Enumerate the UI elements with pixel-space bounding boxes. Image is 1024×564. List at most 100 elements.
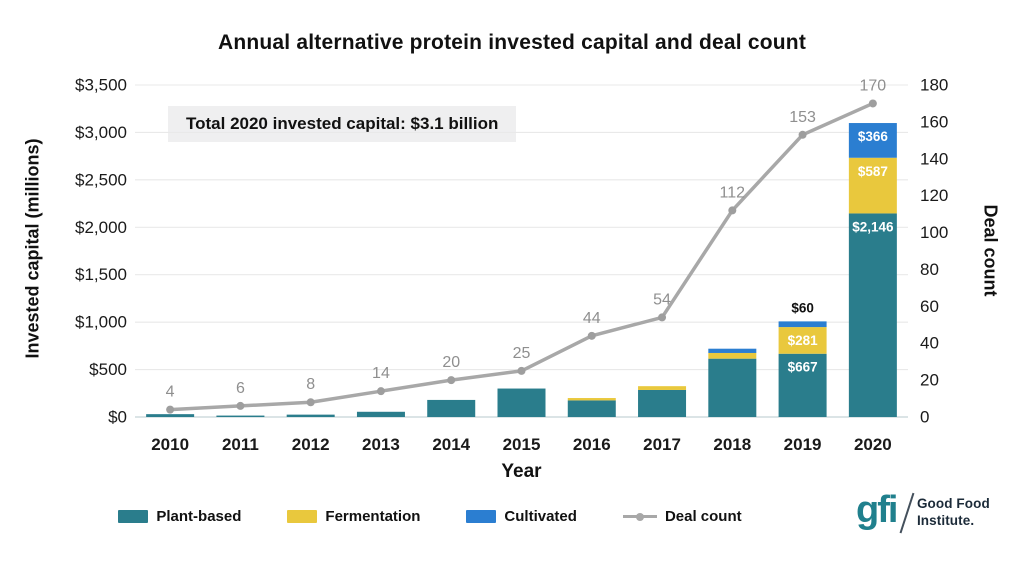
gfi-logo-mark: gfi xyxy=(856,489,898,531)
x-axis-year-label: 2017 xyxy=(643,435,681,454)
bar-segment-2020-fermentation xyxy=(848,157,897,214)
deal-count-point-label: 8 xyxy=(306,376,315,393)
right-axis-tick-label: 180 xyxy=(920,76,948,95)
legend-item-plant-based: Plant-based xyxy=(118,508,241,525)
deal-count-point-2014 xyxy=(447,376,456,385)
deal-count-point-label: 170 xyxy=(860,77,887,94)
chart-title: Annual alternative protein invested capi… xyxy=(217,31,807,54)
deal-count-point-2015 xyxy=(517,366,526,375)
bar-segment-2019-plant-based xyxy=(778,353,827,417)
gfi-logo: gfi Good Food Institute. xyxy=(856,489,990,534)
gfi-logo-slash xyxy=(899,492,915,534)
bar-value-label: $281 xyxy=(788,333,819,348)
right-axis-tick-label: 100 xyxy=(920,223,948,242)
deal-count-point-2011 xyxy=(236,401,245,410)
deal-count-point-2012 xyxy=(306,398,315,407)
right-axis-tick-label: 160 xyxy=(920,112,948,131)
bar-segment-2019-cultivated xyxy=(778,321,827,328)
deal-count-point-label: 4 xyxy=(166,384,175,401)
bar-segment-2013-plant-based xyxy=(356,411,405,417)
deal-count-point-label: 54 xyxy=(653,291,671,308)
left-axis-tick-label: $3,500 xyxy=(75,76,127,95)
left-axis-tick-label: $500 xyxy=(89,360,127,379)
right-axis-tick-label: 20 xyxy=(920,371,939,390)
deal-count-point-2010 xyxy=(166,405,175,414)
bar-segment-2010-plant-based xyxy=(146,414,195,417)
legend-label: Plant-based xyxy=(156,508,242,525)
bar-segment-2015-plant-based xyxy=(497,388,546,417)
deal-count-point-2017 xyxy=(658,313,667,322)
left-axis-tick-label: $2,500 xyxy=(75,170,127,189)
x-axis-year-label: 2013 xyxy=(362,435,400,454)
x-axis-year-label: 2010 xyxy=(151,435,189,454)
x-axis-year-label: 2018 xyxy=(713,435,751,454)
deal-count-point-2016 xyxy=(587,331,596,340)
bar-segment-2012-plant-based xyxy=(286,414,335,417)
right-axis-tick-label: 80 xyxy=(920,260,939,279)
chart-legend: Plant-based Fermentation Cultivated Deal co… xyxy=(0,508,860,525)
deal-count-point-label: 14 xyxy=(372,365,390,382)
deal-count-point-2018 xyxy=(728,206,737,215)
bar-value-label: $60 xyxy=(791,300,814,315)
right-axis-tick-label: 0 xyxy=(920,408,929,427)
deal-count-point-label: 44 xyxy=(583,310,601,327)
bar-value-label: $667 xyxy=(788,360,818,375)
bar-segment-2016-fermentation xyxy=(567,398,616,401)
bar-value-label: $366 xyxy=(858,129,889,144)
deal-count-point-2013 xyxy=(376,387,385,396)
deal-count-point-label: 20 xyxy=(442,354,460,371)
bar-value-label: $2,146 xyxy=(852,219,894,234)
right-axis-tick-label: 40 xyxy=(920,334,939,353)
bar-segment-2018-fermentation xyxy=(708,352,757,359)
deal-count-point-2019 xyxy=(798,130,807,139)
x-axis-year-label: 2012 xyxy=(292,435,330,454)
legend-swatch-icon xyxy=(466,510,497,523)
legend-item-cultivated: Cultivated xyxy=(466,508,577,525)
legend-line-icon xyxy=(622,510,657,523)
legend-label: Cultivated xyxy=(504,508,577,525)
legend-item-deal-count: Deal count xyxy=(622,508,742,525)
gfi-logo-name-line1: Good Food xyxy=(916,496,990,512)
x-axis-year-label: 2016 xyxy=(573,435,611,454)
deal-count-point-label: 112 xyxy=(720,184,746,201)
deal-count-point-2020 xyxy=(868,99,877,108)
legend-swatch-icon xyxy=(287,510,318,523)
legend-swatch-icon xyxy=(118,510,149,523)
bar-segment-2018-plant-based xyxy=(708,358,757,417)
deal-count-line xyxy=(168,101,875,412)
bar-segment-2020-plant-based xyxy=(848,213,897,417)
bar-segment-2016-plant-based xyxy=(567,400,616,417)
x-axis-year-label: 2019 xyxy=(784,435,822,454)
x-axis-year-label: 2014 xyxy=(432,435,470,454)
x-axis-year-label: 2015 xyxy=(503,435,541,454)
bar-segment-2017-fermentation xyxy=(638,386,687,390)
bar-segment-2014-plant-based xyxy=(427,399,476,417)
deal-count-point-label: 153 xyxy=(789,109,816,126)
legend-item-fermentation: Fermentation xyxy=(287,508,420,525)
x-axis-year-label: 2020 xyxy=(854,435,892,454)
legend-label: Deal count xyxy=(664,508,742,525)
x-axis-year-label: 2011 xyxy=(222,435,259,454)
bar-value-label: $587 xyxy=(858,164,888,179)
total-capital-annotation: Total 2020 invested capital: $3.1 billio… xyxy=(168,106,517,142)
gfi-logo-name-line2: Institute. xyxy=(916,513,975,528)
left-axis-tick-label: $1,500 xyxy=(75,265,127,284)
deal-count-point-label: 25 xyxy=(513,345,531,362)
bar-segment-2018-cultivated xyxy=(708,348,757,353)
bar-segment-2019-fermentation xyxy=(778,327,827,354)
x-axis-title: Year xyxy=(501,461,542,482)
right-axis-tick-label: 140 xyxy=(920,149,948,168)
gfi-logo-name: Good Food Institute. xyxy=(917,496,990,530)
bar-segment-2011-plant-based xyxy=(216,415,265,417)
deal-count-point-label: 6 xyxy=(236,380,245,397)
bar-segment-2020-cultivated xyxy=(848,123,897,158)
legend-label: Fermentation xyxy=(325,508,421,525)
left-axis-tick-label: $0 xyxy=(108,408,127,427)
bar-segment-2017-plant-based xyxy=(638,389,687,417)
left-axis-tick-label: $3,000 xyxy=(75,123,127,142)
right-axis-tick-label: 60 xyxy=(920,297,939,316)
left-axis-tick-label: $1,000 xyxy=(75,313,127,332)
left-axis-tick-label: $2,000 xyxy=(75,218,127,237)
